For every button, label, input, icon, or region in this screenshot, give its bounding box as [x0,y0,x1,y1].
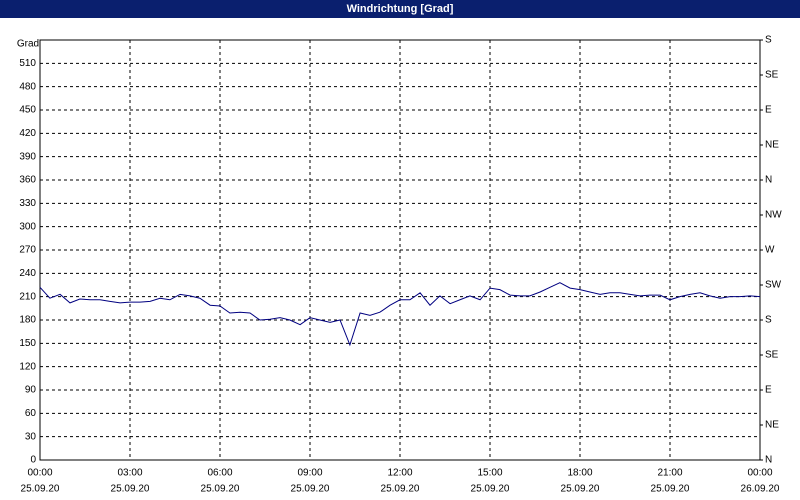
x-tick-label: 21:00 [657,468,682,479]
x-tick-date: 25.09.20 [381,484,420,495]
x-tick-date: 25.09.20 [291,484,330,495]
y2-tick-label: NE [765,140,779,151]
y-tick-label: 330 [19,198,36,209]
x-tick-label: 15:00 [477,468,502,479]
y2-tick-label: SW [765,280,782,291]
y-tick-label: 420 [19,128,36,139]
y-tick-label: 30 [25,431,37,442]
title-bar [0,0,800,18]
y-tick-label: 300 [19,221,36,232]
y-tick-label: 180 [19,315,36,326]
y-tick-label: 90 [25,385,37,396]
y2-tick-label: W [765,245,775,256]
y-tick-label: 510 [19,58,36,69]
x-tick-date: 25.09.20 [651,484,690,495]
x-tick-label: 09:00 [297,468,322,479]
x-tick-date: 25.09.20 [201,484,240,495]
x-tick-label: 12:00 [387,468,412,479]
y-tick-label: 120 [19,361,36,372]
y-tick-label: 240 [19,268,36,279]
y-tick-label: 450 [19,105,36,116]
x-tick-label: 06:00 [207,468,232,479]
x-tick-date: 26.09.20 [741,484,780,495]
y2-tick-label: N [765,175,772,186]
y-tick-label: 0 [30,455,36,466]
y2-tick-label: E [765,385,772,396]
x-tick-label: 00:00 [747,468,772,479]
x-tick-label: 00:00 [27,468,52,479]
y-tick-label: 360 [19,175,36,186]
y-tick-label: 390 [19,151,36,162]
x-tick-date: 25.09.20 [471,484,510,495]
y-tick-label: 60 [25,408,37,419]
y-tick-label: 210 [19,291,36,302]
y-tick-label: 480 [19,81,36,92]
x-tick-label: 18:00 [567,468,592,479]
x-tick-date: 25.09.20 [561,484,600,495]
y2-tick-label: S [765,35,772,46]
x-tick-date: 25.09.20 [111,484,150,495]
x-tick-date: 25.09.20 [21,484,60,495]
y2-tick-label: NE [765,420,779,431]
y2-tick-label: E [765,105,772,116]
y2-tick-label: S [765,315,772,326]
y2-tick-label: SE [765,350,779,361]
y-axis-label: Grad [17,39,39,50]
data-line [39,282,761,347]
window-title: Windrichtung [Grad] [347,3,454,15]
y-tick-label: 270 [19,245,36,256]
x-tick-label: 03:00 [117,468,142,479]
y2-tick-label: NW [765,210,782,221]
y2-tick-label: N [765,455,772,466]
y2-tick-label: SE [765,70,779,81]
y-tick-label: 150 [19,338,36,349]
